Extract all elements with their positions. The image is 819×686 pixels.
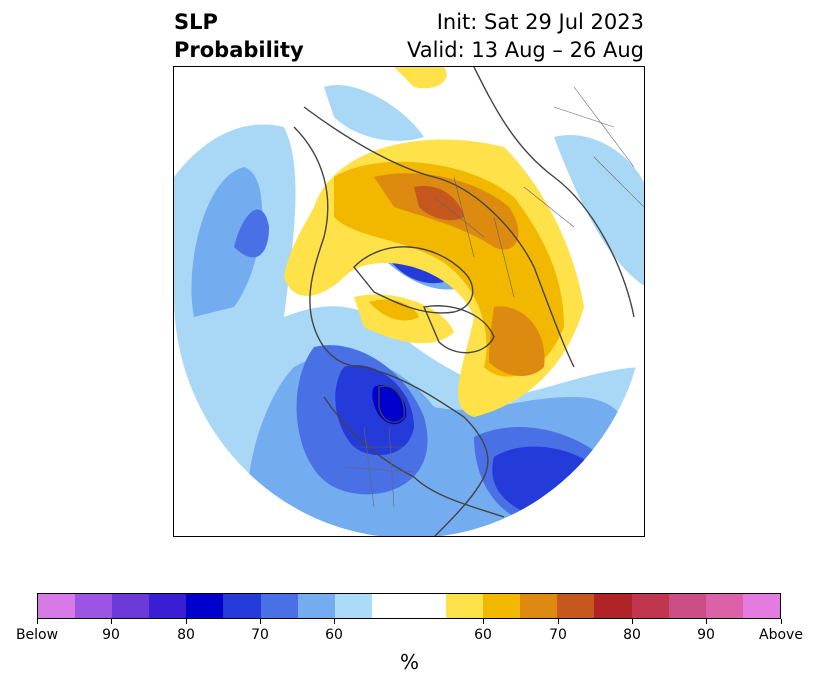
colorbar-segment: [149, 594, 187, 618]
valid-range: Valid: 13 Aug – 26 Aug: [406, 38, 644, 62]
above-60-north: [394, 67, 447, 89]
colorbar-tick-label: 70: [549, 627, 567, 643]
colorbar-tick-mark: [781, 619, 782, 624]
colorbar-segment: [223, 594, 261, 618]
colorbar-tick-mark: [37, 619, 38, 624]
below-90-continent: [335, 365, 414, 456]
below-60-east: [554, 135, 644, 287]
colorbar-tick-mark: [186, 619, 187, 624]
above-80-east: [489, 306, 545, 377]
colorbar-tick-mark: [558, 619, 559, 624]
colorbar-tick-label: 80: [177, 627, 195, 643]
colorbar-segment: [186, 594, 224, 618]
colorbar-segment: [446, 594, 484, 618]
colorbar-tick-label: 60: [474, 627, 492, 643]
colorbar-segment: [297, 594, 335, 618]
colorbar-tick-mark: [706, 619, 707, 624]
colorbar-tick-label: 90: [102, 627, 120, 643]
colorbar-segment: [668, 594, 706, 618]
below-60-north: [324, 85, 424, 141]
colorbar: [37, 593, 781, 619]
colorbar-tick-mark: [111, 619, 112, 624]
colorbar-tick-mark: [260, 619, 261, 624]
above-90-core: [414, 186, 464, 221]
colorbar-segment: [483, 594, 521, 618]
colorbar-tick-label: Below: [15, 627, 59, 643]
colorbar-segment: [742, 594, 780, 618]
colorbar-tick-label: 90: [697, 627, 715, 643]
below-80-region: [234, 209, 269, 258]
colorbar-segment: [408, 594, 447, 618]
map-canvas: [174, 67, 644, 536]
colorbar-segment: [557, 594, 595, 618]
colorbar-tick-label: 70: [251, 627, 269, 643]
below-max-core: [372, 385, 407, 425]
colorbar-segment: [520, 594, 558, 618]
title-variable: SLP: [174, 10, 218, 34]
colorbar-segment: [75, 594, 113, 618]
map-title: SLP Probability: [174, 8, 304, 64]
colorbar-segment: [371, 594, 409, 618]
colorbar-segment: [705, 594, 743, 618]
colorbar-segment: [260, 594, 298, 618]
colorbar-segment: [631, 594, 669, 618]
colorbar-tick-mark: [632, 619, 633, 624]
colorbar-segment: [334, 594, 372, 618]
colorbar-unit-label: %: [399, 650, 419, 674]
colorbar-segment: [112, 594, 150, 618]
init-date: Init: Sat 29 Jul 2023: [436, 10, 644, 34]
colorbar-tick-label: Above: [759, 627, 803, 643]
below-70-region: [191, 167, 263, 317]
title-metric: Probability: [174, 38, 304, 62]
colorbar-tick-mark: [334, 619, 335, 624]
colorbar-segment: [594, 594, 632, 618]
coastlines: [293, 67, 635, 536]
colorbar-tick-label: 60: [325, 627, 343, 643]
above-70-cap: [369, 299, 419, 321]
colorbar-segment: [38, 594, 76, 618]
colorbar-tick-mark: [483, 619, 484, 624]
borders: [343, 86, 644, 508]
polar-map: [173, 66, 645, 537]
colorbar-tick-label: 80: [623, 627, 641, 643]
map-dates: Init: Sat 29 Jul 2023 Valid: 13 Aug – 26…: [407, 8, 644, 64]
